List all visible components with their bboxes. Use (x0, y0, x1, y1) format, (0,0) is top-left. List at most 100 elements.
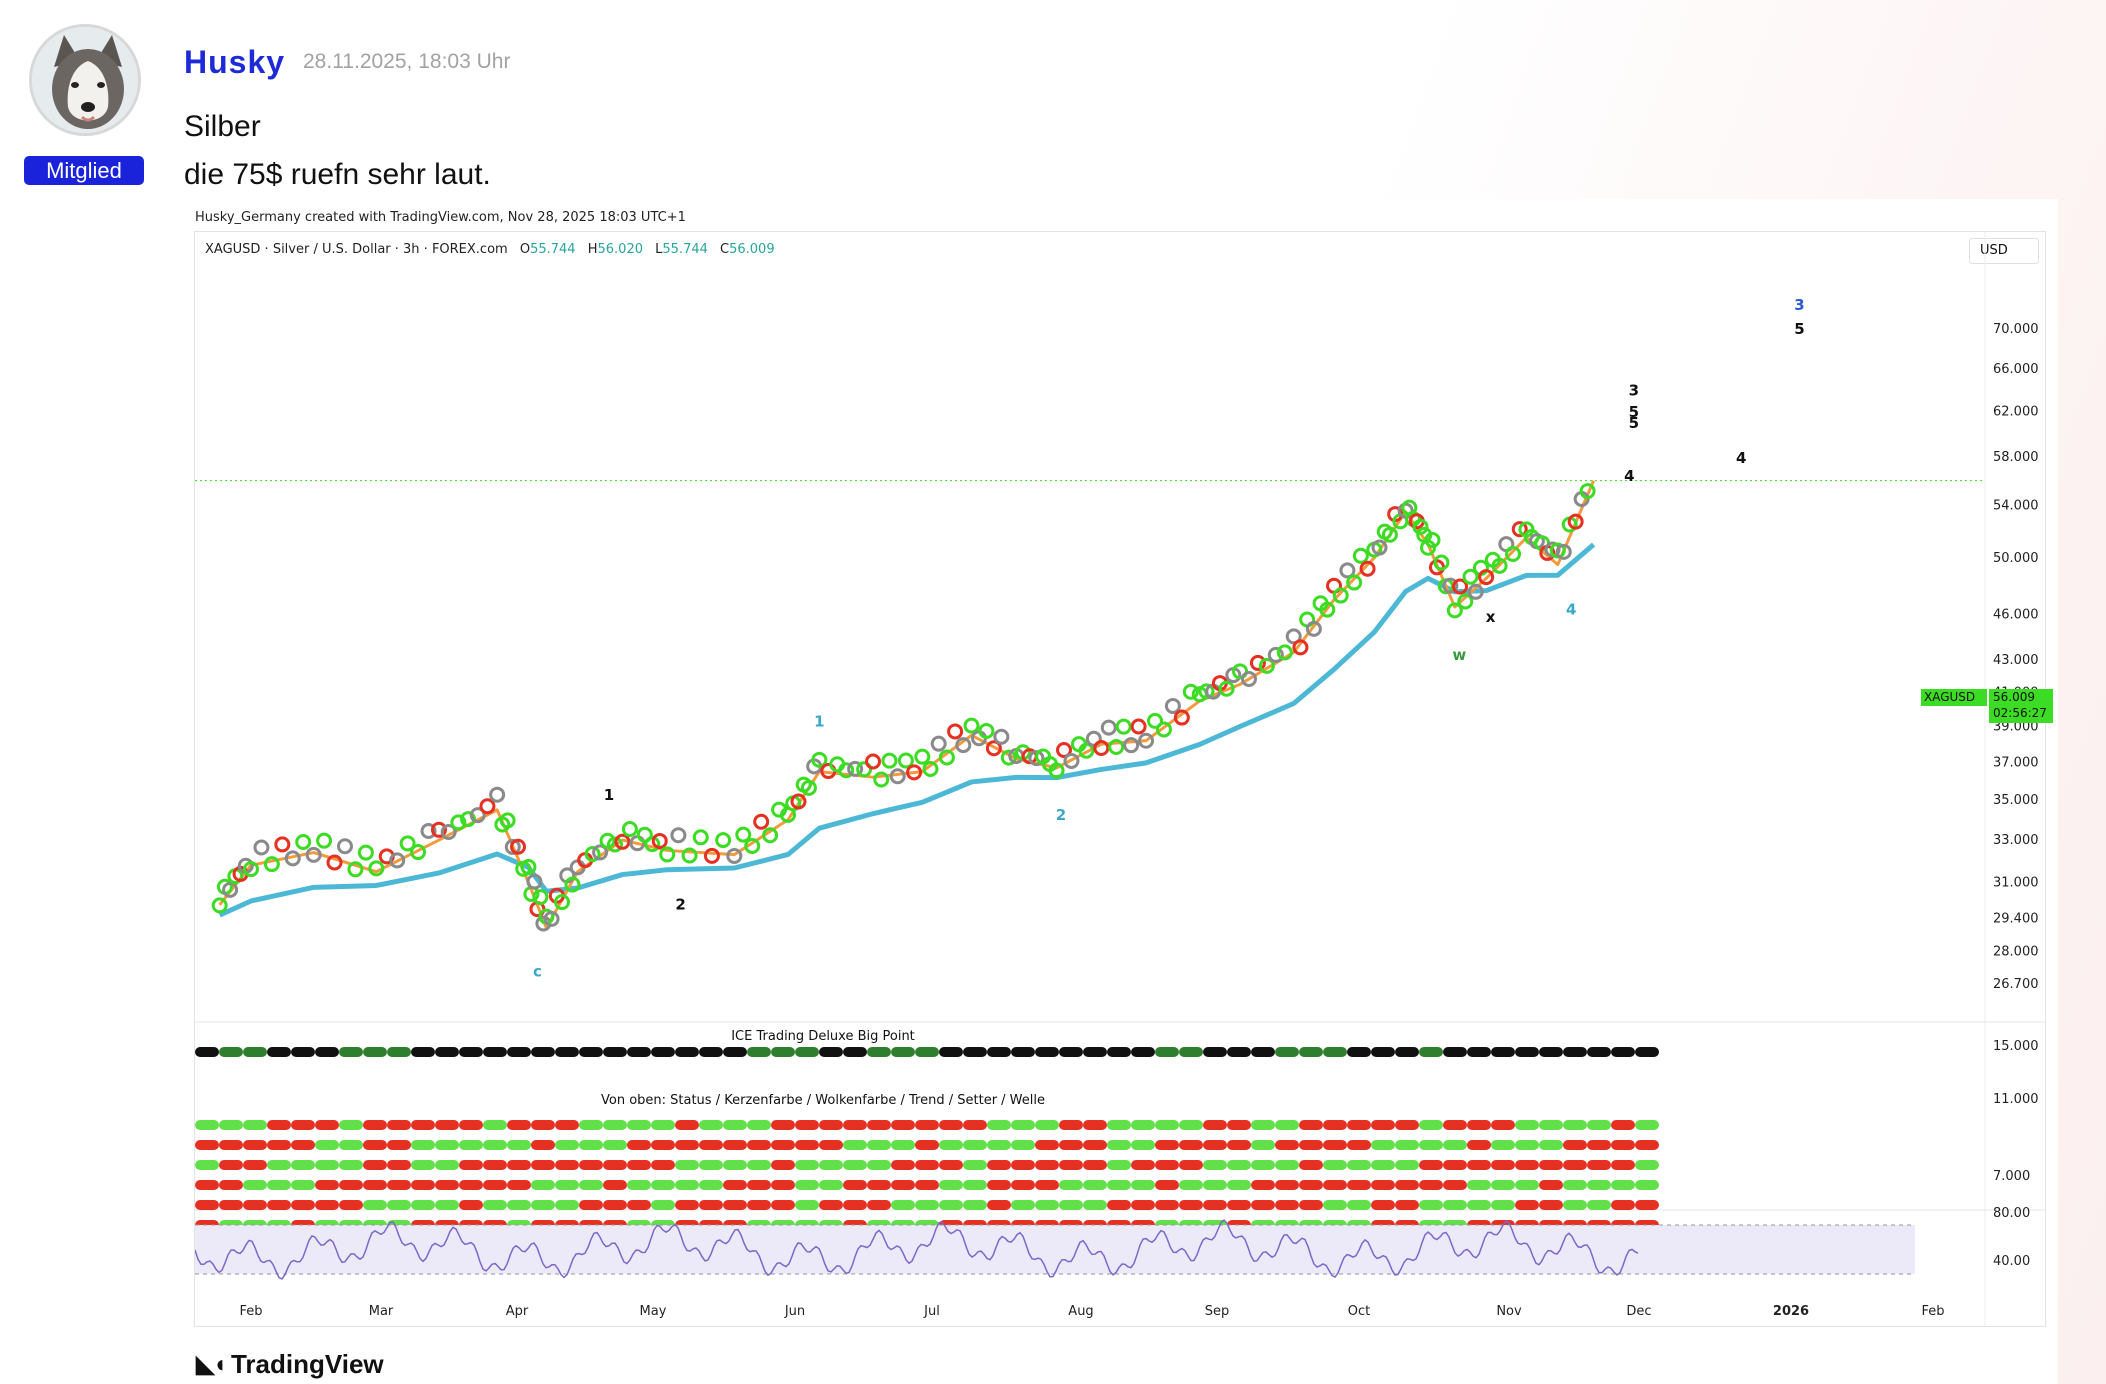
indicator-segment (939, 1120, 963, 1130)
signal-marker (554, 894, 571, 911)
indicator-segment (1059, 1140, 1083, 1150)
x-tick-label: Aug (1068, 1304, 1093, 1319)
indicator-segment (1011, 1047, 1035, 1057)
signal-marker (1419, 539, 1436, 556)
indicator-segment (1467, 1160, 1491, 1170)
indicator-segment (1635, 1140, 1659, 1150)
indicator-segment (1443, 1047, 1467, 1057)
signal-marker (644, 836, 661, 853)
signal-marker (1462, 568, 1479, 585)
indicator-segment (627, 1047, 651, 1057)
signal-marker (499, 812, 516, 829)
y-tick-label: 39.000 (1993, 720, 2039, 735)
indicator-segment (267, 1140, 291, 1150)
signal-marker (1285, 628, 1302, 645)
signal-marker (1182, 683, 1199, 700)
indicator-segment (1443, 1160, 1467, 1170)
indicator-segment (387, 1180, 411, 1190)
user-avatar[interactable] (29, 24, 141, 136)
indicator-segment (1179, 1200, 1203, 1210)
indicator-segment (411, 1047, 435, 1057)
indicator-segment (267, 1200, 291, 1210)
indicator-segment (963, 1160, 987, 1170)
indicator-segment (627, 1200, 651, 1210)
signal-marker (1218, 680, 1235, 697)
signal-marker (1267, 646, 1284, 663)
wave-label: 5 (1794, 320, 1804, 338)
signal-marker (274, 836, 291, 853)
indicator-segment (1035, 1047, 1059, 1057)
signal-marker (906, 764, 923, 781)
indicator-segment (1323, 1200, 1347, 1210)
indicator-segment (963, 1180, 987, 1190)
indicator-segment (459, 1140, 483, 1150)
ohlc-close-label: C (720, 242, 730, 257)
signal-marker (1412, 518, 1429, 535)
indicator-row (195, 1140, 1659, 1150)
signal-marker (469, 807, 486, 824)
indicator-segment (1419, 1047, 1443, 1057)
indicator-segment (579, 1160, 603, 1170)
indicator-segment (1395, 1160, 1419, 1170)
indicator-row (195, 1160, 1659, 1170)
indicator-segment (1323, 1120, 1347, 1130)
tradingview-mark-icon: ◣◖ (196, 1351, 227, 1378)
signal-marker (873, 771, 890, 788)
indicator-segment (1203, 1200, 1227, 1210)
signal-marker (922, 760, 939, 777)
signal-marker (692, 829, 709, 846)
signal-marker (430, 821, 447, 838)
indicator-segment (1491, 1180, 1515, 1190)
indicator-segment (339, 1160, 363, 1170)
signal-marker (606, 836, 623, 853)
indicator-segment (1347, 1180, 1371, 1190)
indicator-segment (1059, 1120, 1083, 1130)
y-tick-label: 70.000 (1993, 322, 2039, 337)
symbol-info: XAGUSD · Silver / U.S. Dollar · 3h · FOR… (205, 242, 508, 257)
indicator-segment (1299, 1160, 1323, 1170)
indicator-segment (507, 1200, 531, 1210)
tradingview-chart-image[interactable]: Husky_Germany created with TradingView.c… (184, 199, 2058, 1384)
signal-marker (947, 723, 964, 740)
currency-button[interactable]: USD (1969, 238, 2039, 264)
indicator-segment (987, 1140, 1011, 1150)
indicator-segment (483, 1047, 507, 1057)
indicator-segment (1611, 1140, 1635, 1150)
indicator-segment (1587, 1200, 1611, 1210)
price-tag-symbol: XAGUSD (1921, 689, 1987, 706)
indicator-title: ICE Trading Deluxe Big Point (731, 1029, 915, 1044)
signal-marker (1048, 762, 1065, 779)
indicator-segment (771, 1160, 795, 1170)
signal-marker (762, 827, 779, 844)
signal-marker (1258, 657, 1275, 674)
indicator-segment (195, 1200, 219, 1210)
indicator-segment (843, 1047, 867, 1057)
indicator-segment (1299, 1180, 1323, 1190)
indicator-segment (411, 1120, 435, 1130)
indicator-segment (1299, 1047, 1323, 1057)
indicator-segment (1227, 1160, 1251, 1170)
signal-marker (1424, 531, 1441, 548)
indicator-segment (1275, 1140, 1299, 1150)
indicator-segment (1011, 1160, 1035, 1170)
signal-marker (1056, 742, 1073, 759)
indicator-segment (771, 1120, 795, 1130)
indicator-segment (219, 1160, 243, 1170)
indicator-segment (603, 1160, 627, 1170)
signal-marker (914, 748, 931, 765)
signal-marker (1108, 738, 1125, 755)
wave-label: 4 (1624, 467, 1634, 485)
indicator-segment (675, 1180, 699, 1190)
post-author[interactable]: Husky (184, 44, 286, 80)
indicator-segment (1107, 1140, 1131, 1150)
indicator-segment (723, 1200, 747, 1210)
y-tick-label: 58.000 (1993, 450, 2039, 465)
wave-label: 2 (675, 895, 685, 913)
ohlc-open: 55.744 (530, 242, 576, 257)
indicator-segment (219, 1200, 243, 1210)
indicator-segment (555, 1180, 579, 1190)
signal-marker (1332, 587, 1349, 604)
indicator-segment (579, 1180, 603, 1190)
indicator-segment (1467, 1140, 1491, 1150)
price-tag-value: 56.009 02:56:27 (1989, 689, 2053, 723)
